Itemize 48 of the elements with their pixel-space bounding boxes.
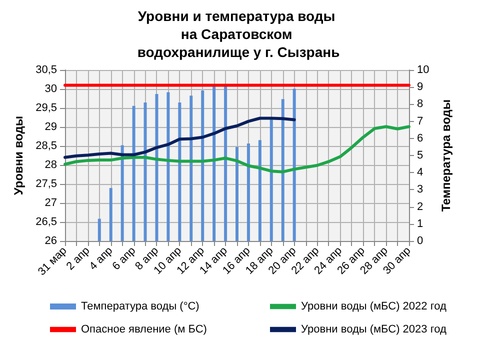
y2-tick-label: 10 bbox=[417, 64, 430, 76]
bar bbox=[190, 96, 193, 241]
bar bbox=[178, 102, 182, 241]
y-tick-label: 29,5 bbox=[36, 102, 57, 114]
bar bbox=[109, 188, 112, 241]
y2-tick-label: 8 bbox=[417, 98, 424, 110]
y-tick-label: 28,5 bbox=[36, 140, 57, 152]
y2-tick-label: 2 bbox=[417, 200, 424, 213]
y-tick-label: 30 bbox=[44, 83, 57, 95]
bar bbox=[166, 92, 170, 241]
y-tick-label: 27,5 bbox=[36, 178, 57, 190]
bar bbox=[132, 106, 136, 241]
bar bbox=[270, 120, 273, 241]
y-tick-label: 26 bbox=[44, 235, 57, 247]
y2-tick-label: 1 bbox=[417, 218, 424, 230]
bar bbox=[212, 85, 216, 241]
y2-tick-label: 7 bbox=[417, 115, 424, 128]
y-axis-title: Уровни воды bbox=[12, 116, 26, 196]
bar bbox=[224, 85, 228, 241]
bar bbox=[201, 90, 204, 241]
line-series bbox=[64, 116, 296, 159]
y2-tick-label: 3 bbox=[417, 184, 424, 196]
bar bbox=[292, 88, 296, 241]
bar bbox=[144, 102, 147, 241]
y2-tick-label: 0 bbox=[417, 235, 424, 247]
y2-tick-label: 4 bbox=[417, 166, 424, 179]
bar bbox=[258, 140, 262, 241]
legend-label: Температура воды (°C) bbox=[81, 300, 200, 312]
chart-title: Уровни и температура воды на Саратовском водохранилище у г. Сызрань bbox=[137, 8, 340, 60]
y2-tick-label: 5 bbox=[417, 150, 424, 162]
legend-label: Уровни воды (мБС) 2022 год bbox=[301, 300, 447, 312]
bar bbox=[155, 94, 158, 241]
legend-label: Опасное явление (м БС) bbox=[81, 324, 207, 336]
bar bbox=[246, 144, 250, 241]
y2-axis-title: Температура воды bbox=[439, 99, 454, 212]
y-tick-label: 26,5 bbox=[36, 216, 57, 228]
bar bbox=[120, 145, 124, 241]
bar bbox=[281, 99, 284, 241]
y-tick-label: 30,5 bbox=[36, 64, 57, 76]
y2-tick-label: 6 bbox=[417, 132, 424, 144]
bar bbox=[98, 218, 101, 241]
line-series bbox=[64, 125, 410, 174]
bar bbox=[236, 146, 238, 241]
y-tick-label: 29 bbox=[44, 121, 57, 133]
y2-tick-label: 9 bbox=[417, 81, 424, 94]
y-tick-label: 28 bbox=[44, 159, 57, 171]
y-tick-label: 27 bbox=[44, 197, 57, 209]
legend-label: Уровни воды (мБС) 2023 год bbox=[301, 324, 447, 336]
